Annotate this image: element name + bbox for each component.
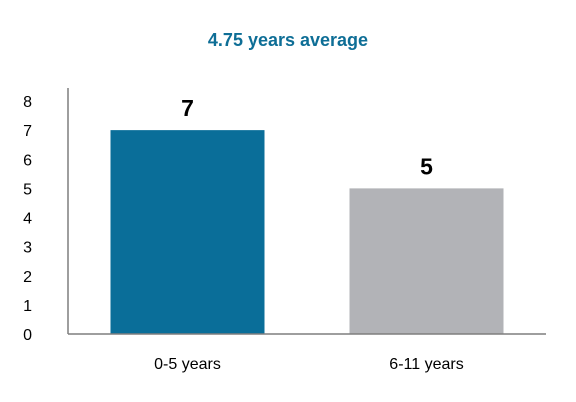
x-tick-label: 6-11 years (389, 356, 463, 373)
bars (110, 130, 504, 334)
x-axis-ticks: 0-5 years 6-11 years (154, 356, 464, 373)
y-tick-label: 0 (23, 327, 32, 344)
bar-value-label: 7 (181, 95, 194, 121)
bar (110, 130, 265, 334)
bar-value-label: 5 (420, 153, 433, 179)
y-tick-label: 6 (23, 152, 32, 169)
y-tick-label: 1 (23, 298, 32, 315)
y-tick-label: 4 (23, 211, 32, 228)
bar (349, 188, 504, 334)
chart-title: 4.75 years average (208, 30, 368, 50)
data-labels: 75 (181, 95, 433, 179)
y-tick-label: 2 (23, 269, 32, 286)
y-axis-ticks: 0 1 2 3 4 5 6 7 8 (23, 94, 32, 344)
y-tick-label: 7 (23, 123, 32, 140)
y-tick-label: 3 (23, 240, 32, 257)
y-tick-label: 8 (23, 94, 32, 111)
y-tick-label: 5 (23, 181, 32, 198)
x-tick-label: 0-5 years (154, 356, 221, 373)
